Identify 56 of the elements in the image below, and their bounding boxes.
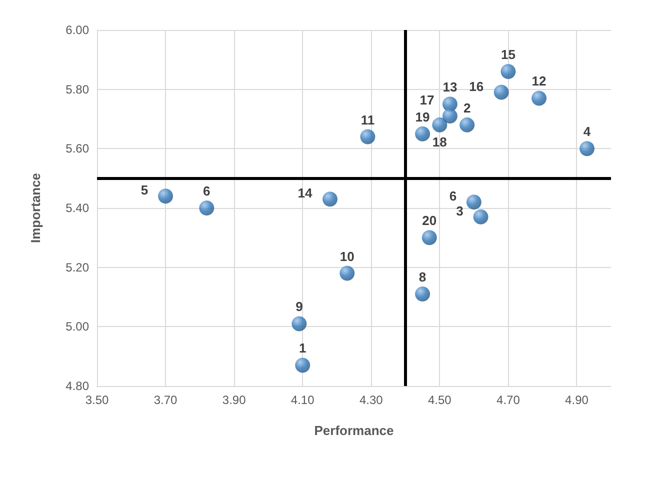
point [360,129,376,144]
point [466,194,482,210]
point [340,266,355,281]
x-tick-label: 3.70 [154,393,178,407]
y-tick-label: 5.00 [66,320,90,334]
x-tick-label: 4.50 [428,393,452,407]
point [532,90,547,106]
annotation: 3 [456,203,464,218]
point [415,286,430,302]
y-tick-label: 5.20 [66,260,90,274]
point [292,316,307,332]
y-tick-label: 5.60 [66,142,90,156]
annotation: 6 [449,188,457,204]
annotation: 18 [432,134,447,150]
point [494,84,509,100]
annotation: 17 [420,92,434,108]
annotation: 15 [500,47,516,62]
annotation: 4 [583,124,592,140]
annotation: 10 [340,248,354,264]
point [500,64,516,80]
annotation: 14 [298,186,314,201]
y-tick-label: 5.40 [66,201,90,215]
y-tick-label: 5.80 [66,82,90,96]
annotation: 1 [298,340,306,356]
point [415,126,430,142]
annotation: 12 [532,74,546,89]
y-tick-label: 6.00 [66,23,90,37]
point [295,358,310,373]
x-tick-label: 4.30 [359,393,384,407]
annotation: 20 [422,213,437,228]
annotation: 13 [442,80,458,95]
x-tick-label: 3.90 [222,393,246,407]
point [432,117,448,132]
x-tick-label: 4.70 [496,393,520,407]
point [158,188,174,204]
point [473,209,488,224]
x-axis-title: Performance [314,423,394,438]
point [422,230,437,246]
point [580,141,595,156]
x-tick-label: 4.90 [565,393,589,407]
annotation: 9 [296,299,303,314]
annotation: 2 [463,100,471,116]
point [322,192,338,207]
point [199,200,214,216]
point [442,108,458,124]
y-axis-title: Importance [28,172,43,244]
annotation: 16 [469,78,484,94]
x-tick-label: 3.50 [85,393,109,407]
point [460,117,475,132]
annotation: 8 [418,270,426,285]
annotation: 5 [140,182,148,198]
annotation: 19 [415,109,430,124]
y-tick-label: 4.80 [66,379,90,393]
annotation: 11 [360,112,375,128]
annotation: 6 [203,184,210,198]
x-tick-label: 4.10 [290,393,315,407]
